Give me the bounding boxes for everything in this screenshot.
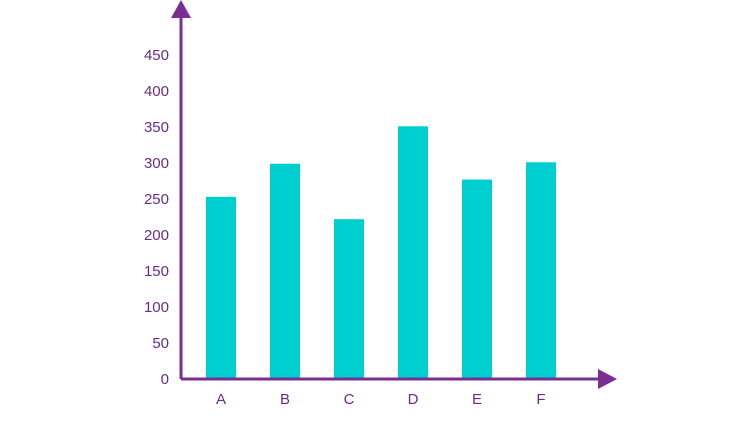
- x-tick-label-d: D: [408, 391, 419, 408]
- bar-e: [462, 179, 492, 379]
- x-tick-label-e: E: [472, 391, 482, 408]
- y-tick-label-100: 100: [144, 299, 169, 316]
- y-tick-label-50: 50: [152, 335, 169, 352]
- y-tick-label-300: 300: [144, 155, 169, 172]
- y-tick-label-150: 150: [144, 263, 169, 280]
- axes-layer: [171, 0, 617, 389]
- x-tick-label-c: C: [344, 391, 355, 408]
- x-tick-label-a: A: [216, 391, 226, 408]
- y-tick-label-400: 400: [144, 83, 169, 100]
- x-tick-labels: A B C D E F: [216, 391, 546, 408]
- y-tick-labels: 0 50 100 150 200 250 300 350 400 450: [144, 47, 169, 388]
- y-tick-label-200: 200: [144, 227, 169, 244]
- y-axis-arrowhead: [171, 0, 191, 18]
- bar-b: [270, 163, 300, 379]
- bar-d: [398, 126, 428, 379]
- y-tick-label-250: 250: [144, 191, 169, 208]
- y-tick-label-450: 450: [144, 47, 169, 64]
- x-tick-label-f: F: [536, 391, 545, 408]
- x-axis-arrowhead: [598, 369, 617, 389]
- y-tick-label-0: 0: [161, 371, 169, 388]
- bars-layer: [206, 126, 556, 379]
- bar-a: [206, 196, 236, 379]
- bar-c: [334, 219, 364, 379]
- bar-f: [526, 162, 556, 379]
- y-tick-label-350: 350: [144, 119, 169, 136]
- x-tick-label-b: B: [280, 391, 290, 408]
